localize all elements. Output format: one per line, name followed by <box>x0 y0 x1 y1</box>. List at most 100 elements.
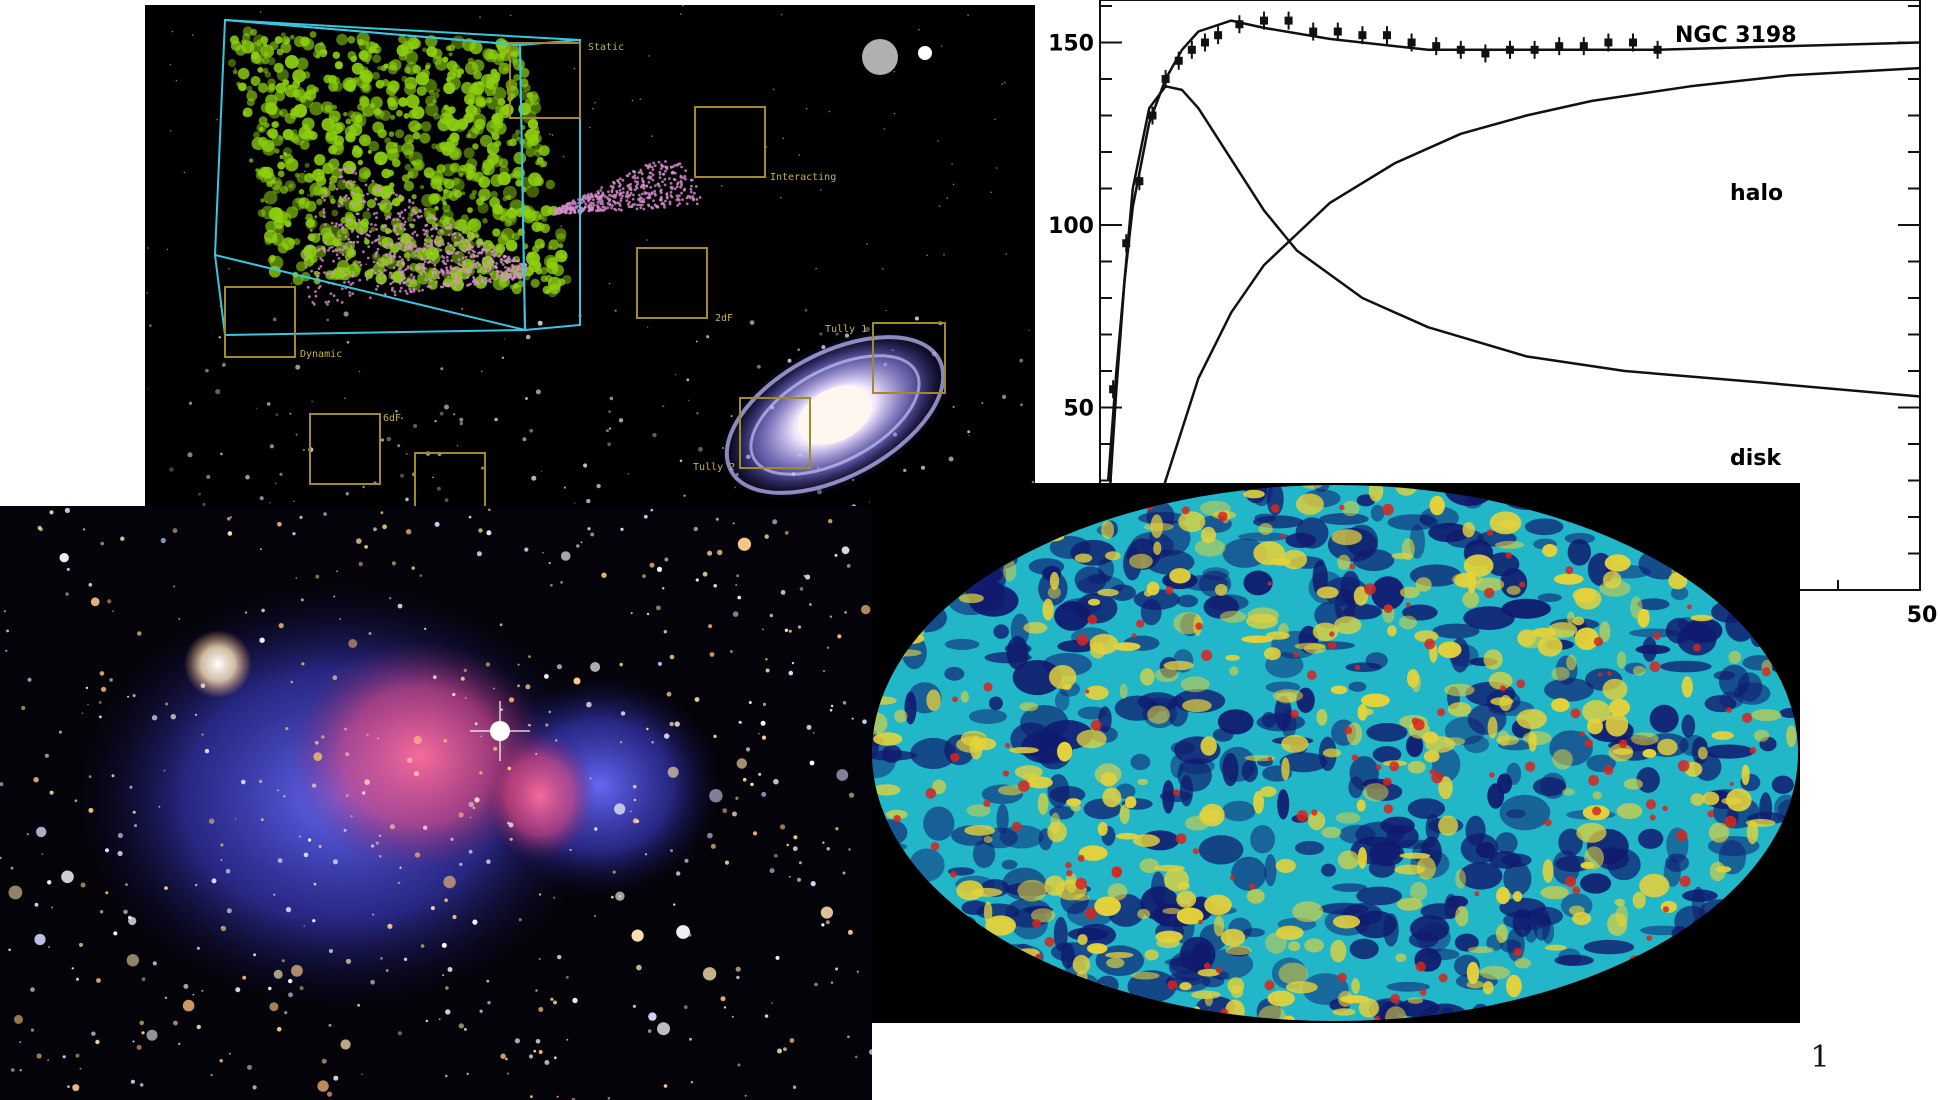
cluster-galaxy <box>74 799 78 802</box>
cluster-galaxy <box>27 677 32 682</box>
cluster-galaxy <box>572 997 578 1004</box>
bg-star <box>990 191 992 194</box>
cluster-galaxy <box>642 574 646 578</box>
warm-spot <box>1229 666 1239 676</box>
2df-point <box>314 215 318 219</box>
2df-point <box>344 168 347 172</box>
warm-spot <box>1584 846 1604 870</box>
2df-point <box>362 194 365 197</box>
sim-point <box>285 158 299 172</box>
2df-point <box>635 207 639 211</box>
warm-spot <box>983 901 993 924</box>
2df-point <box>488 243 491 247</box>
2df-point <box>619 192 623 195</box>
2df-point <box>641 183 645 186</box>
sim-point <box>466 231 476 241</box>
2df-point <box>446 259 449 262</box>
cold-spot <box>872 558 901 591</box>
cluster-galaxy <box>423 825 428 830</box>
hot-spot <box>1077 854 1085 862</box>
cluster-galaxy <box>314 740 319 745</box>
2df-point <box>434 248 437 251</box>
hot-spot <box>1267 756 1273 762</box>
2df-point <box>652 199 655 203</box>
2df-point <box>640 177 644 181</box>
2df-point <box>643 192 647 196</box>
2df-point <box>402 281 406 285</box>
2df-point <box>640 197 643 200</box>
bg-galaxy <box>215 389 221 395</box>
sim-point <box>304 162 310 168</box>
galaxy-label: NGC 3198 <box>1675 23 1797 48</box>
cold-spot <box>1032 520 1064 532</box>
2df-point <box>324 240 328 244</box>
warm-spot <box>1275 858 1296 873</box>
cluster-galaxy <box>764 534 769 539</box>
warm-spot <box>1275 925 1304 940</box>
sim-point <box>442 178 449 185</box>
2df-point <box>493 248 496 252</box>
cold-spot <box>879 885 925 901</box>
warm-spot <box>1455 869 1466 889</box>
cold-spot <box>1264 854 1277 887</box>
data-point <box>1604 38 1613 47</box>
2df-point <box>409 290 413 294</box>
cluster-galaxy <box>556 1095 559 1098</box>
cold-spot <box>1348 681 1367 692</box>
cluster-galaxy <box>382 524 387 530</box>
cold-spot <box>903 973 934 1008</box>
warm-spot <box>1119 804 1130 824</box>
2df-point <box>435 235 439 239</box>
hot-spot <box>1076 492 1088 503</box>
sim-point <box>448 52 453 57</box>
cold-spot <box>1162 780 1175 814</box>
hot-spot <box>1374 1016 1381 1021</box>
sim-point <box>532 133 542 144</box>
hot-spot <box>1290 709 1299 718</box>
warm-spot <box>1068 508 1091 527</box>
2df-point <box>409 223 412 227</box>
sim-point <box>545 179 555 190</box>
warm-spot <box>1400 586 1420 599</box>
bg-galaxy <box>494 417 498 422</box>
warm-spot <box>1253 790 1264 814</box>
bg-star <box>357 186 359 189</box>
bg-galaxy <box>293 500 295 502</box>
warm-spot <box>983 836 993 843</box>
bg-galaxy <box>198 492 201 496</box>
cold-spot <box>1746 960 1776 976</box>
cluster-galaxy <box>736 574 739 578</box>
small-galaxy <box>862 39 932 75</box>
cluster-galaxy <box>327 1091 333 1097</box>
2df-point <box>680 183 683 187</box>
2df-point <box>364 237 367 241</box>
warm-spot <box>960 730 987 747</box>
cluster-galaxy <box>445 1009 451 1015</box>
2df-point <box>668 202 672 206</box>
2df-point <box>492 260 495 264</box>
cluster-galaxy <box>403 957 408 961</box>
cold-spot <box>1107 485 1128 492</box>
bg-galaxy <box>1019 358 1024 363</box>
cluster-galaxy <box>441 942 447 948</box>
sim-point <box>238 82 247 92</box>
cold-spot <box>1533 777 1566 797</box>
data-point <box>1629 38 1637 47</box>
2df-point <box>341 248 344 252</box>
cold-spot <box>944 638 980 650</box>
cold-spot <box>1564 532 1595 544</box>
warm-spot <box>1225 945 1252 956</box>
sim-point <box>410 126 417 133</box>
cold-spot <box>1010 503 1035 522</box>
sim-point <box>351 146 363 158</box>
2df-point <box>310 269 313 273</box>
cold-spot <box>1222 752 1239 787</box>
warm-spot <box>1260 786 1277 797</box>
warm-spot <box>1301 485 1323 489</box>
2df-point <box>354 172 358 175</box>
2df-point <box>628 172 631 176</box>
2df-point <box>449 223 452 227</box>
cluster-galaxy <box>486 859 491 864</box>
2df-point <box>467 243 471 247</box>
warm-spot <box>1451 572 1483 587</box>
